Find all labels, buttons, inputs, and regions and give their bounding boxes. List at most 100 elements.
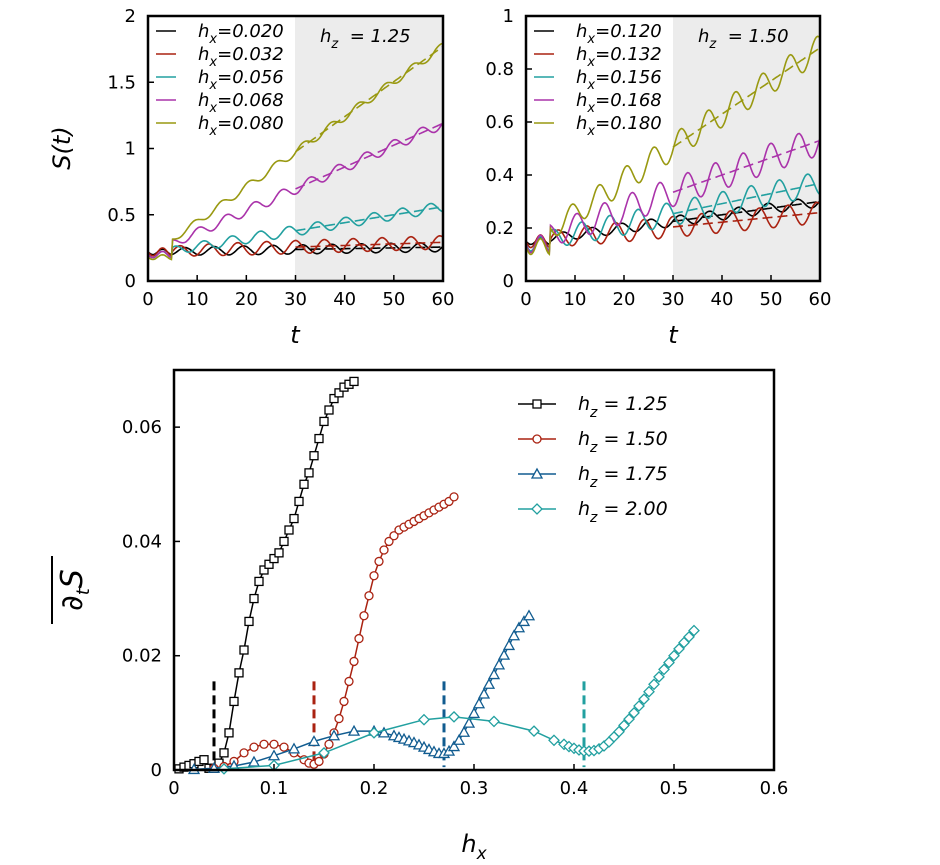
data-point [229,696,239,707]
data-point [517,615,531,627]
data-point [449,492,459,502]
legend-marker [530,467,544,479]
data-point [507,629,521,641]
data-point [344,676,354,687]
data-point [613,725,625,738]
data-point [379,545,389,555]
data-point [339,696,349,707]
shaded-region [673,16,820,281]
y-tick-label: 0.4 [485,165,514,186]
data-point [648,678,660,691]
data-point [359,611,369,621]
data-point [324,405,334,415]
legend-label: hx=0.080 [198,113,284,139]
fit-line-h_x=0.020 [295,246,443,251]
legend-label: hz = 1.25 [578,393,668,421]
legend-label: hx=0.056 [198,67,284,93]
data-point [477,687,491,699]
data-point [224,728,234,738]
plot-frame [172,368,776,772]
x-tick-label: 50 [382,289,405,310]
data-point [334,713,344,724]
x-tick-label: 0.6 [760,778,789,799]
y-tick-label: 0 [125,271,136,292]
data-point [628,706,640,719]
legend-label: hx=0.120 [576,21,662,47]
data-point [249,742,259,752]
annotation-hz: hz = 1.25 [320,26,411,52]
x-tick-label: 0 [142,289,153,310]
x-tick-label: 60 [432,289,455,310]
data-point [304,468,314,478]
x-tick-label: 20 [235,289,258,310]
fit-line-h_x=0.032 [295,241,443,248]
data-point [492,658,506,670]
x-tick-label: 50 [760,289,783,310]
x-tick-label: 40 [711,289,734,310]
data-point [418,713,430,726]
y-tick-label: 1 [125,139,136,160]
series-line-h_z = 1.25 [178,380,355,770]
annotation-sub: z [330,37,339,52]
x-axis-label: t [290,321,301,349]
series-line-h_x=0.180 [525,35,821,257]
plot-frame [524,14,822,283]
series-line-h_x=0.032 [147,234,444,257]
data-point [259,739,269,749]
data-point [548,734,560,747]
data-point [349,656,359,667]
legend-marker [531,503,543,515]
y-tick-label: 0 [151,760,162,781]
y-tick-label: 0.02 [122,646,162,667]
data-point [512,621,526,633]
data-point [673,642,685,655]
data-point [219,748,229,758]
y-tick-label: 0.8 [485,59,514,80]
fit-line-h_x=0.068 [295,122,444,190]
data-point [307,735,321,747]
data-point [274,548,284,558]
x-tick-label: 0.1 [260,778,289,799]
data-point [623,713,635,726]
data-point [488,715,500,728]
data-point [643,685,655,698]
data-point [289,513,299,524]
data-point [452,733,466,745]
x-tick-label: 0.4 [560,778,589,799]
data-point [482,677,496,689]
data-point [324,739,334,749]
panel-top-right: hx=0.120hx=0.132hx=0.156hx=0.168hx=0.180… [485,6,831,349]
data-point [334,388,344,398]
legend-label: hz = 2.00 [578,498,668,526]
fit-line-h_x=0.080 [295,45,444,153]
panel-bottom: hz = 1.25 hz = 1.50 hz = 1.75 hz = 2.00 0 0.… [51,368,789,864]
data-point [633,700,645,712]
svg-text:∂tS: ∂tS [55,569,94,611]
series-line-h_x=0.132 [525,201,821,249]
y-axis-label: ∂tS [51,556,94,624]
x-tick-label: 30 [662,289,685,310]
data-point [683,630,695,643]
shaded-region [295,16,443,281]
data-point [259,565,269,575]
panel-top-left: hx=0.020hx=0.032hx=0.056hx=0.068hx=0.080… [48,6,454,349]
legend-marker [532,434,542,444]
series-line-h_x=0.068 [147,121,444,259]
data-point [377,726,391,738]
data-point [329,393,339,404]
annotation-value: = 1.25 [338,26,410,47]
data-point [314,433,324,444]
x-tick-label: 0.2 [360,778,389,799]
y-tick-label: 1.5 [107,72,136,93]
data-point [247,755,261,767]
data-point [369,571,379,581]
annotation-h: h [320,26,331,47]
data-point [638,693,650,706]
legend-label: hx=0.180 [576,113,662,139]
legend-label: hx=0.132 [576,44,662,70]
y-tick-label: 2 [125,6,136,27]
series-line-h_z = 1.50 [213,496,455,770]
x-tick-label: 0 [520,289,531,310]
y-tick-label: 0.6 [485,112,514,133]
